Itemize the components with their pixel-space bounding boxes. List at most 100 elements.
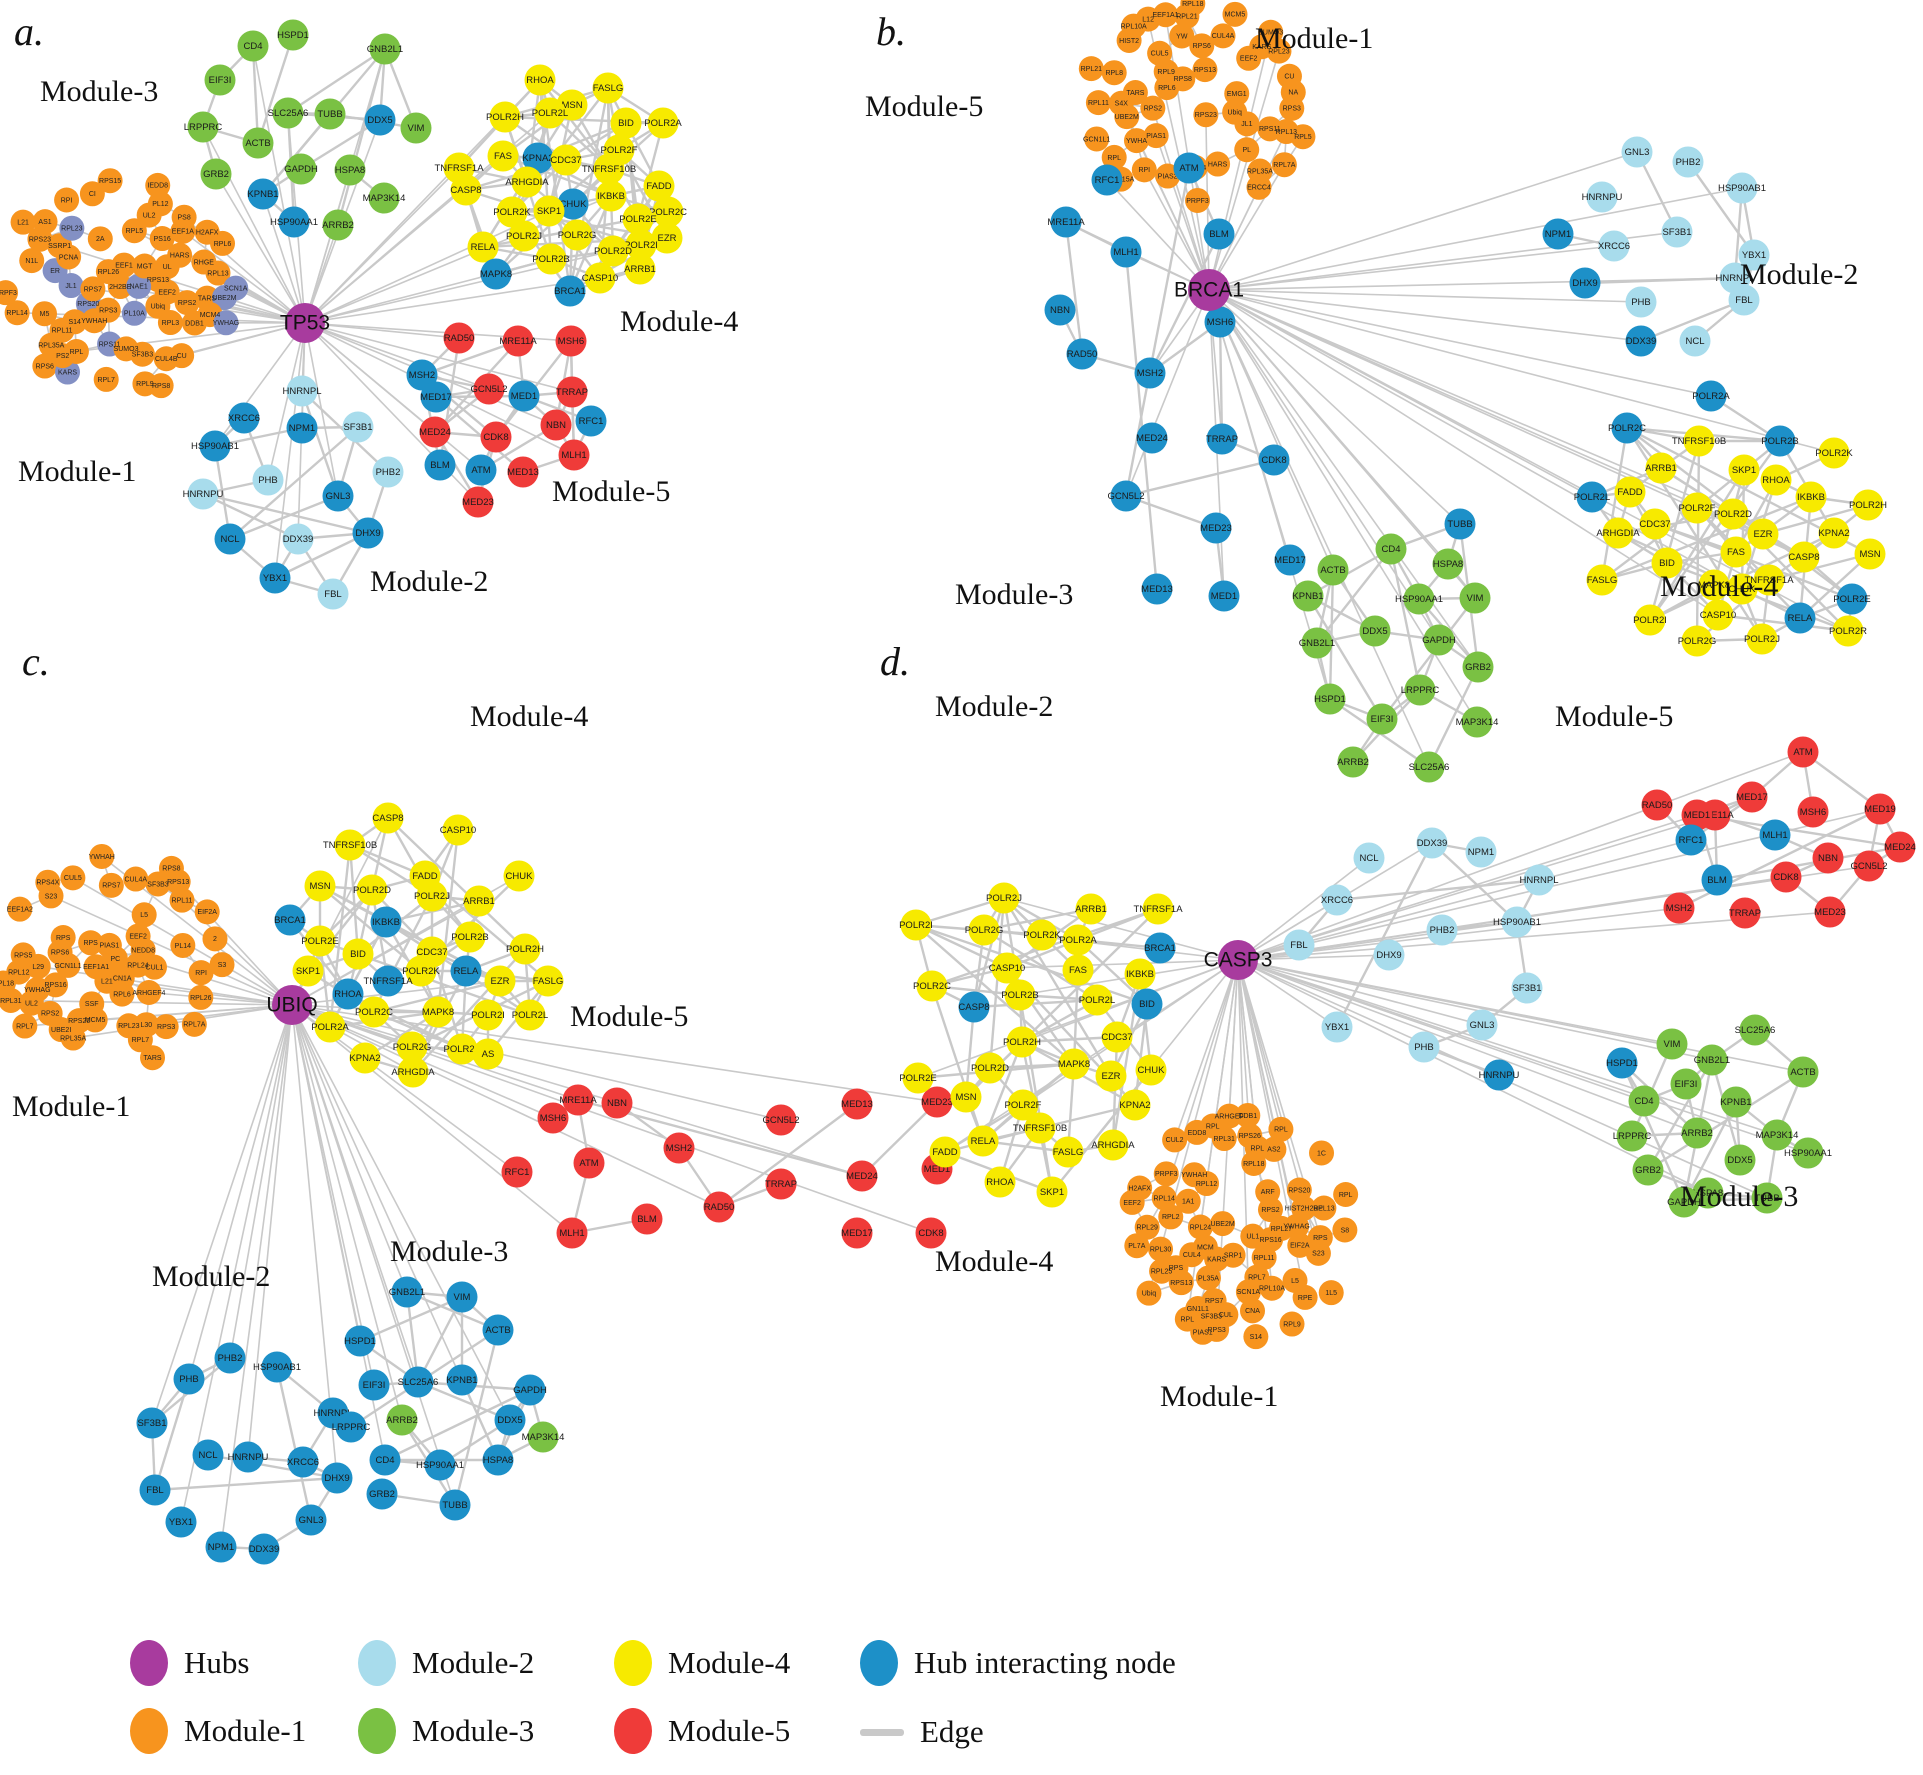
node-circle[interactable] [1359, 615, 1391, 647]
node-circle[interactable] [121, 300, 147, 326]
node-circle[interactable] [467, 231, 499, 263]
node-circle[interactable] [145, 871, 171, 897]
node-circle[interactable] [295, 1504, 327, 1536]
node-circle[interactable] [1200, 1113, 1226, 1139]
network-node[interactable]: SF3B1 [342, 411, 374, 443]
node-circle[interactable] [557, 188, 589, 220]
network-node[interactable]: FADD [929, 1136, 961, 1168]
node-circle[interactable] [366, 1478, 398, 1510]
node-circle[interactable] [314, 1011, 346, 1043]
network-node[interactable]: POLR2J [1744, 623, 1780, 655]
node-circle[interactable] [916, 970, 948, 1002]
node-circle[interactable] [537, 1102, 569, 1134]
node-circle[interactable] [277, 19, 309, 51]
node-circle[interactable] [123, 866, 149, 892]
node-circle[interactable] [1759, 819, 1791, 851]
node-circle[interactable] [97, 168, 123, 194]
network-node[interactable]: CASP10 [1700, 599, 1736, 631]
node-circle[interactable] [372, 802, 404, 834]
node-circle[interactable] [1095, 1060, 1127, 1092]
node-circle[interactable] [214, 1342, 246, 1374]
node-circle[interactable] [397, 1056, 429, 1088]
node-circle[interactable] [1169, 23, 1195, 49]
node-circle[interactable] [1235, 1102, 1261, 1128]
node-circle[interactable] [1611, 412, 1643, 444]
network-node[interactable]: MSH2 [1663, 892, 1695, 924]
node-circle[interactable] [1483, 1059, 1515, 1091]
network-node[interactable]: RFC1 [1675, 824, 1707, 856]
node-circle[interactable] [419, 416, 451, 448]
node-circle[interactable] [584, 262, 616, 294]
network-node[interactable]: CHUK [503, 860, 535, 892]
network-node[interactable]: PHB [1408, 1031, 1440, 1063]
network-node[interactable]: DDX39 [282, 523, 314, 555]
node-circle[interactable] [514, 999, 546, 1031]
node-circle[interactable] [1375, 533, 1407, 565]
network-node[interactable]: DHX9 [1373, 939, 1405, 971]
node-circle[interactable] [1432, 548, 1464, 580]
network-node[interactable]: MED17 [1274, 544, 1306, 576]
node-circle[interactable] [1720, 1086, 1752, 1118]
network-node[interactable]: DDX39 [1625, 325, 1657, 357]
node-circle[interactable] [369, 33, 401, 65]
network-node[interactable]: TUBB [1444, 508, 1476, 540]
network-node[interactable]: ARRB2 [322, 209, 354, 241]
network-node[interactable]: RFC1 [575, 405, 607, 437]
network-node[interactable]: NBN [601, 1087, 633, 1119]
node-circle[interactable] [1314, 683, 1346, 715]
node-circle[interactable] [372, 456, 404, 488]
node-circle[interactable] [285, 153, 317, 185]
network-node[interactable]: DHX9 [1569, 267, 1601, 299]
network-node[interactable]: RFC1 [1091, 164, 1123, 196]
node-circle[interactable] [1222, 1, 1248, 27]
node-circle[interactable] [304, 870, 336, 902]
node-circle[interactable] [424, 449, 456, 481]
node-circle[interactable] [532, 965, 564, 997]
node-circle[interactable] [450, 955, 482, 987]
node-circle[interactable] [508, 220, 540, 252]
network-node[interactable]: CDC37 [1101, 1021, 1133, 1053]
network-node[interactable]: SF3B1 [1661, 216, 1693, 248]
network-node[interactable]: SF3B1 [1511, 972, 1543, 1004]
node-circle[interactable] [1187, 1214, 1213, 1240]
node-circle[interactable] [1698, 569, 1730, 601]
network-node[interactable]: CASP8 [450, 174, 482, 206]
network-node[interactable]: CHUK [1135, 1054, 1167, 1086]
node-circle[interactable] [1309, 1140, 1335, 1166]
node-circle[interactable] [1110, 236, 1142, 268]
node-circle[interactable] [369, 1444, 401, 1476]
node-circle[interactable] [1586, 181, 1618, 213]
node-circle[interactable] [424, 1449, 456, 1481]
node-circle[interactable] [967, 1125, 999, 1157]
node-circle[interactable] [556, 376, 588, 408]
node-circle[interactable] [463, 885, 495, 917]
network-node[interactable]: GRB2 [200, 158, 232, 190]
network-node[interactable]: VIM [400, 112, 432, 144]
node-circle[interactable] [252, 464, 284, 496]
hub-circle[interactable] [1218, 940, 1258, 980]
node-circle[interactable] [66, 1008, 92, 1034]
network-node[interactable]: SF3B1 [136, 1407, 168, 1439]
node-circle[interactable] [1134, 357, 1166, 389]
node-circle[interactable] [1692, 1177, 1724, 1209]
node-circle[interactable] [1747, 518, 1779, 550]
network-node[interactable]: GNL3 [1621, 136, 1653, 168]
network-node[interactable]: POLR2R [1829, 615, 1867, 647]
node-circle[interactable] [1426, 914, 1458, 946]
node-circle[interactable] [131, 902, 157, 928]
node-circle[interactable] [272, 97, 304, 129]
network-node[interactable]: MSH2 [1134, 357, 1166, 389]
node-circle[interactable] [59, 215, 85, 241]
network-node[interactable]: CD4 [1375, 533, 1407, 565]
network-node[interactable]: GCN5L2 [763, 1104, 800, 1136]
network-node[interactable]: HSPA8 [482, 1444, 514, 1476]
node-circle[interactable] [1628, 1085, 1660, 1117]
node-circle[interactable] [1204, 306, 1236, 338]
node-circle[interactable] [1206, 423, 1238, 455]
node-circle[interactable] [1404, 674, 1436, 706]
network-node[interactable]: RAD50 [443, 322, 475, 354]
node-circle[interactable] [335, 1411, 367, 1443]
network-node[interactable]: HSP90AB1 [1493, 906, 1541, 938]
network-node[interactable]: SLC25A6 [268, 97, 309, 129]
network-node[interactable]: MSH6 [555, 325, 587, 357]
